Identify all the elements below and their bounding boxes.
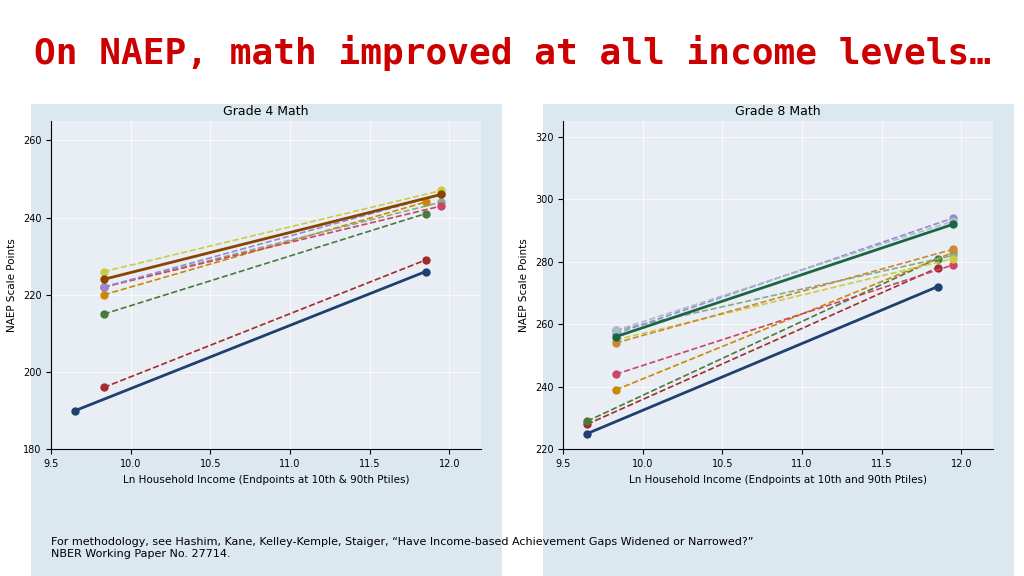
Y-axis label: NAEP Scale Points: NAEP Scale Points [7,238,17,332]
Y-axis label: NAEP Scale Points: NAEP Scale Points [519,238,529,332]
Text: For methodology, see Hashim, Kane, Kelley-Kemple, Staiger, “Have Income-based Ac: For methodology, see Hashim, Kane, Kelle… [51,537,754,559]
Title: Grade 4 Math: Grade 4 Math [223,105,309,119]
X-axis label: Ln Household Income (Endpoints at 10th & 90th Ptiles): Ln Household Income (Endpoints at 10th &… [123,475,410,484]
X-axis label: Ln Household Income (Endpoints at 10th and 90th Ptiles): Ln Household Income (Endpoints at 10th a… [629,475,928,484]
Text: On NAEP, math improved at all income levels…: On NAEP, math improved at all income lev… [34,35,990,71]
Title: Grade 8 Math: Grade 8 Math [735,105,821,119]
